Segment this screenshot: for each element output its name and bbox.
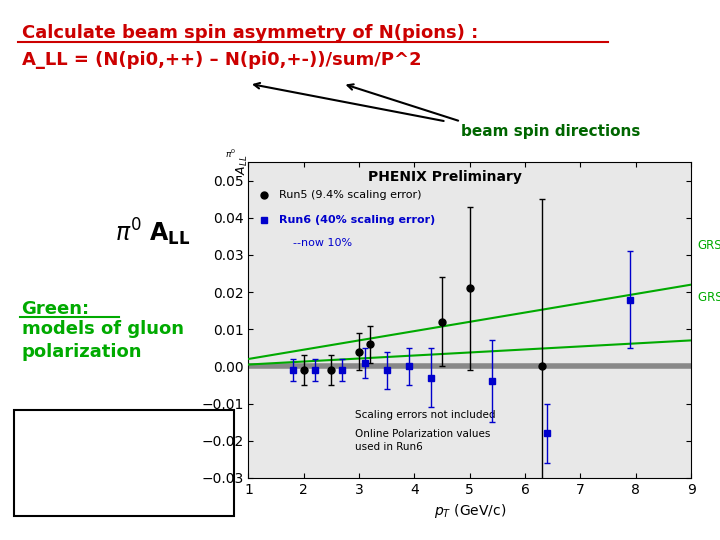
Text: $A_{LL}$: $A_{LL}$ [235,154,250,175]
Text: "$\Delta$G = 0":: "$\Delta$G = 0": [22,437,79,450]
Text: --now 10%: --now 10% [292,238,352,247]
Text: A_LL = (N(pi0,++) – N(pi0,+-))/sum/P^2: A_LL = (N(pi0,++) – N(pi0,+-))/sum/P^2 [22,51,421,69]
Text: beam spin directions: beam spin directions [461,124,640,139]
Text: $\pi^0$: $\pi^0$ [225,148,236,160]
Text: Run5 (9.4% scaling error): Run5 (9.4% scaling error) [279,190,421,200]
Text: models of gluon
polarization: models of gluon polarization [22,320,184,361]
Text: "$\Delta$G = std":: "$\Delta$G = std": [22,462,90,476]
Bar [14,410,234,516]
Text: Scaling errors not included: Scaling errors not included [355,410,495,420]
Text: GRSV model:: GRSV model: [79,415,170,428]
Text: Online Polarization values
used in Run6: Online Polarization values used in Run6 [355,429,490,452]
Text: $\Delta$G(Q$^2$=1GeV$^2$)=0.4: $\Delta$G(Q$^2$=1GeV$^2$)=0.4 [108,462,227,480]
X-axis label: $p_T$ (GeV/c): $p_T$ (GeV/c) [433,502,506,521]
Text: GRSV ΔG = 0: GRSV ΔG = 0 [698,292,720,305]
Text: $\Delta$G(Q$^2$=1GeV$^2$)=0.1: $\Delta$G(Q$^2$=1GeV$^2$)=0.1 [108,437,226,455]
Text: $\pi^0\ \mathbf{A_{LL}}$: $\pi^0\ \mathbf{A_{LL}}$ [115,217,191,248]
Text: PHENIX Preliminary: PHENIX Preliminary [368,170,522,184]
Text: Run6 (40% scaling error): Run6 (40% scaling error) [279,215,435,225]
Text: GRSV-std: GRSV-std [698,239,720,252]
Text: Green:: Green: [22,300,90,318]
Text: Calculate beam spin asymmetry of N(pions) :: Calculate beam spin asymmetry of N(pions… [22,24,478,42]
